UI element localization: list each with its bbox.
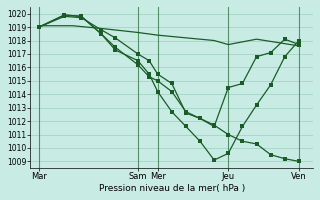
X-axis label: Pression niveau de la mer( hPa ): Pression niveau de la mer( hPa )	[99, 184, 245, 193]
